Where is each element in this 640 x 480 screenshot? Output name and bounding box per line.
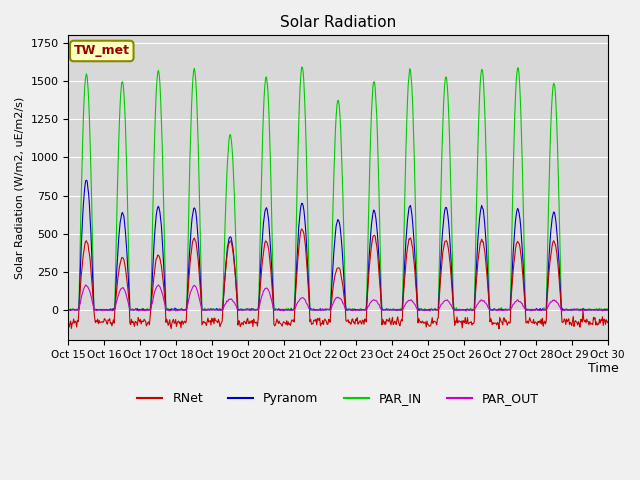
Line: PAR_OUT: PAR_OUT xyxy=(68,285,608,311)
Pyranom xyxy=(405,205,413,211)
PAR_IN xyxy=(186,188,193,194)
Title: Solar Radiation: Solar Radiation xyxy=(280,15,396,30)
RNet xyxy=(184,281,192,287)
PAR_IN xyxy=(75,305,83,311)
Legend: RNet, Pyranom, PAR_IN, PAR_OUT: RNet, Pyranom, PAR_IN, PAR_OUT xyxy=(132,387,544,410)
PAR_OUT xyxy=(604,307,612,313)
Pyranom xyxy=(65,307,72,312)
PAR_OUT xyxy=(82,282,90,288)
RNet xyxy=(298,226,305,232)
Pyranom xyxy=(83,178,90,183)
RNet xyxy=(420,321,428,326)
PAR_IN xyxy=(65,307,73,313)
Line: RNet: RNet xyxy=(68,229,608,329)
PAR_IN xyxy=(214,307,221,313)
PAR_IN xyxy=(131,307,138,313)
PAR_IN xyxy=(421,306,429,312)
PAR_OUT xyxy=(462,308,470,314)
PAR_OUT xyxy=(74,307,82,312)
PAR_OUT xyxy=(131,307,138,312)
PAR_IN xyxy=(65,307,72,312)
X-axis label: Time: Time xyxy=(588,362,618,375)
Y-axis label: Solar Radiation (W/m2, uE/m2/s): Solar Radiation (W/m2, uE/m2/s) xyxy=(15,97,25,279)
PAR_OUT xyxy=(214,307,221,313)
Line: Pyranom: Pyranom xyxy=(68,180,608,310)
Pyranom xyxy=(186,244,194,250)
Pyranom xyxy=(65,307,73,313)
Line: PAR_IN: PAR_IN xyxy=(68,67,608,310)
RNet xyxy=(495,326,503,332)
Text: TW_met: TW_met xyxy=(74,45,130,58)
Pyranom xyxy=(421,307,429,313)
PAR_IN xyxy=(405,73,413,79)
RNet xyxy=(65,324,72,330)
Pyranom xyxy=(214,307,222,313)
RNet xyxy=(604,320,612,325)
PAR_OUT xyxy=(420,308,428,313)
Pyranom xyxy=(75,306,83,312)
PAR_OUT xyxy=(404,298,412,304)
PAR_IN xyxy=(298,64,305,70)
RNet xyxy=(130,321,138,326)
RNet xyxy=(404,241,412,247)
PAR_OUT xyxy=(186,295,193,300)
Pyranom xyxy=(604,307,612,313)
PAR_OUT xyxy=(65,307,72,312)
RNet xyxy=(74,319,82,324)
RNet xyxy=(213,319,221,324)
PAR_IN xyxy=(604,307,612,313)
Pyranom xyxy=(131,307,139,312)
